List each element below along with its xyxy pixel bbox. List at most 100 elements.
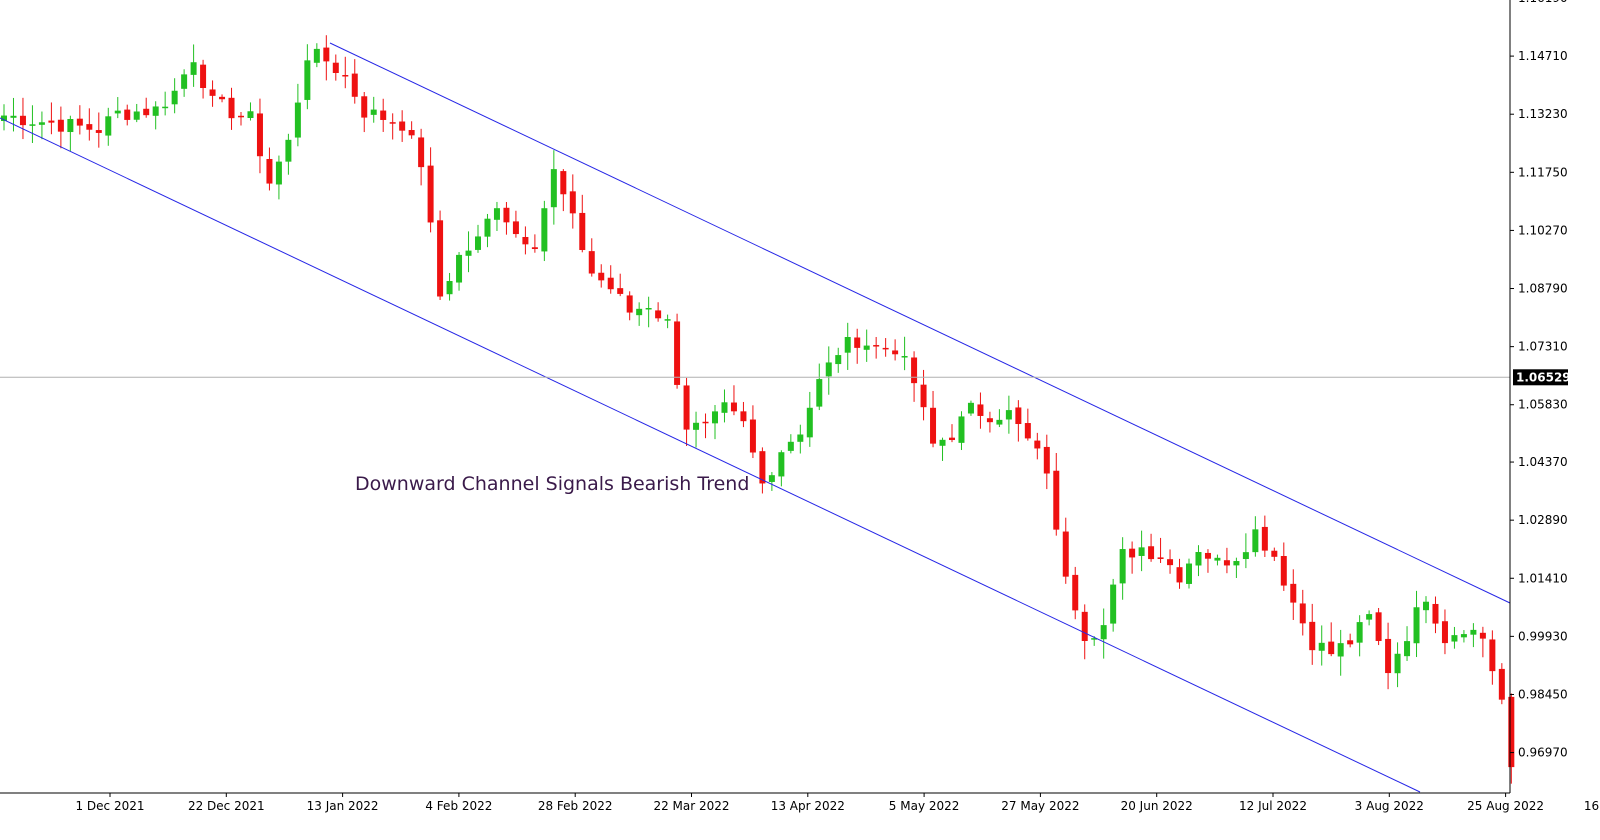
candle bbox=[1005, 395, 1012, 434]
candle-body bbox=[456, 254, 463, 283]
candle bbox=[560, 169, 567, 212]
candle-body bbox=[1451, 635, 1458, 642]
candle bbox=[1062, 517, 1069, 584]
candle-body bbox=[418, 137, 425, 168]
candle-body bbox=[1432, 603, 1439, 624]
candle bbox=[1318, 625, 1325, 666]
candle-body bbox=[1072, 574, 1079, 611]
candle bbox=[342, 56, 349, 89]
candle bbox=[607, 265, 614, 294]
candle bbox=[219, 94, 226, 103]
candle-body bbox=[238, 115, 244, 118]
candle-body bbox=[1309, 621, 1316, 651]
candle-body bbox=[740, 411, 747, 422]
candle bbox=[105, 107, 112, 146]
candle bbox=[493, 201, 500, 231]
x-tick-label: 4 Feb 2022 bbox=[425, 799, 492, 813]
candle bbox=[911, 351, 918, 402]
candle-body bbox=[427, 165, 434, 223]
candle-body bbox=[342, 75, 349, 77]
candle bbox=[427, 147, 434, 233]
candle bbox=[1148, 533, 1155, 562]
candle bbox=[977, 392, 984, 429]
candle-body bbox=[361, 96, 368, 118]
candle-body bbox=[512, 221, 519, 235]
candle bbox=[1498, 663, 1505, 705]
candle-body bbox=[1328, 641, 1335, 655]
candle-body bbox=[1195, 552, 1202, 566]
candle bbox=[124, 104, 131, 126]
candle-body bbox=[1337, 643, 1344, 657]
candle-body bbox=[1271, 550, 1278, 557]
candle-body bbox=[730, 402, 737, 412]
candle-body bbox=[531, 247, 538, 250]
candle bbox=[617, 273, 624, 297]
candle-body bbox=[522, 236, 529, 245]
y-tick-label: 1.11750 bbox=[1518, 165, 1568, 179]
candle-body bbox=[313, 48, 320, 63]
candle bbox=[1366, 610, 1373, 626]
candle-body bbox=[1508, 696, 1515, 768]
candle-body bbox=[645, 308, 652, 310]
candle-body bbox=[124, 109, 131, 120]
candle bbox=[1024, 408, 1031, 441]
candle-body bbox=[560, 171, 567, 195]
candle bbox=[873, 336, 880, 359]
candle-body bbox=[1167, 559, 1174, 566]
candle-body bbox=[1214, 557, 1221, 561]
candle-body bbox=[1404, 641, 1411, 657]
candle-body bbox=[806, 407, 813, 438]
candle bbox=[323, 35, 330, 81]
candle-body bbox=[1375, 612, 1382, 641]
candle-body bbox=[825, 362, 832, 377]
candle-body bbox=[190, 62, 197, 75]
candle-body bbox=[901, 356, 908, 358]
candle-body bbox=[617, 288, 624, 294]
candle-body bbox=[351, 73, 358, 97]
candle bbox=[892, 339, 899, 361]
candle bbox=[655, 302, 662, 322]
candle-body bbox=[219, 96, 226, 100]
candle-body bbox=[57, 119, 64, 132]
candle bbox=[683, 377, 690, 446]
candle-body bbox=[541, 208, 548, 252]
candle-body bbox=[143, 108, 150, 116]
candle-body bbox=[911, 357, 918, 384]
candle bbox=[1176, 558, 1183, 589]
candle-body bbox=[380, 110, 387, 120]
candle bbox=[1460, 630, 1467, 643]
candle-body bbox=[977, 404, 984, 416]
candle-body bbox=[721, 402, 728, 413]
candle bbox=[86, 108, 93, 141]
candle bbox=[1195, 545, 1202, 577]
candle-body bbox=[1347, 640, 1354, 645]
candle bbox=[787, 434, 794, 454]
candle bbox=[636, 302, 643, 326]
x-tick-label: 1 Dec 2021 bbox=[75, 799, 144, 813]
candle bbox=[768, 472, 775, 491]
candle bbox=[512, 210, 519, 238]
candle-body bbox=[10, 115, 17, 118]
candle-body bbox=[816, 379, 823, 407]
candle-body bbox=[1489, 639, 1496, 672]
candle-body bbox=[1423, 601, 1429, 611]
candle-body bbox=[1100, 625, 1107, 640]
candle bbox=[114, 97, 121, 119]
candle bbox=[1337, 629, 1344, 676]
candle bbox=[531, 234, 538, 253]
candle bbox=[133, 103, 140, 123]
candle-body bbox=[1290, 583, 1297, 603]
x-tick-label: 5 May 2022 bbox=[889, 799, 960, 813]
candle bbox=[19, 97, 26, 140]
candle-body bbox=[323, 47, 330, 62]
candle bbox=[626, 291, 633, 321]
candle-body bbox=[636, 308, 643, 316]
candle-body bbox=[863, 345, 870, 350]
candle bbox=[437, 210, 444, 300]
candle-body bbox=[294, 102, 301, 138]
candle-body bbox=[844, 336, 851, 353]
candle bbox=[1081, 604, 1088, 660]
candle bbox=[1252, 516, 1259, 557]
candle bbox=[1223, 547, 1230, 574]
candle bbox=[920, 369, 927, 421]
